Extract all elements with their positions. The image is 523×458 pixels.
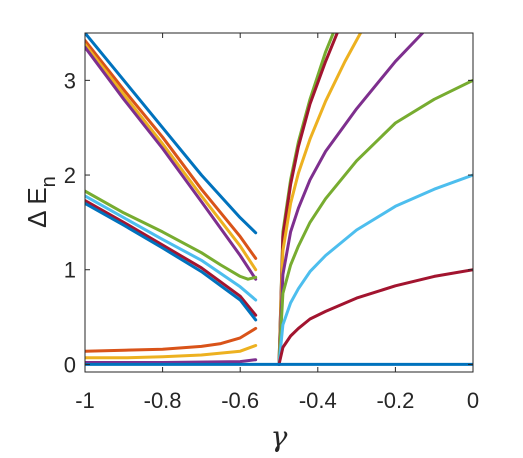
x-tick-label: -0.4 (299, 388, 337, 413)
series-line-16 (277, 78, 473, 366)
series-line-3 (85, 42, 258, 272)
x-axis-label: γ (271, 420, 288, 453)
series-layer (85, 33, 473, 366)
series-line-9 (85, 326, 258, 353)
series-line-5 (85, 189, 258, 281)
series-line-18 (277, 268, 473, 366)
y-axis-label-main: Δ E (22, 187, 52, 228)
series-line-14 (277, 33, 362, 366)
plot-frame (84, 32, 474, 373)
svg-text:Δ En: Δ En (22, 176, 60, 228)
tick-layer: -1 -0.8 -0.6 -0.4 -0.2 0 0 1 2 3 (64, 33, 479, 413)
x-tick-label: -0.8 (144, 388, 182, 413)
x-tick-label: -0.2 (376, 388, 414, 413)
y-tick-label: 2 (64, 163, 76, 188)
x-tick-label: -1 (75, 388, 95, 413)
series-line-11 (85, 358, 258, 364)
y-tick-label: 3 (64, 68, 76, 93)
x-tick-label: 0 (467, 388, 479, 413)
y-tick-label: 0 (64, 352, 76, 377)
y-axis-label: Δ En (22, 176, 60, 228)
series-line-6 (85, 194, 258, 302)
series-line-1 (85, 33, 258, 235)
series-line-4 (85, 45, 258, 281)
y-axis-label-subscript: n (38, 176, 60, 187)
series-line-7 (85, 199, 258, 317)
x-tick-label: -0.6 (221, 388, 259, 413)
y-tick-label: 1 (64, 258, 76, 283)
series-line-15 (277, 33, 425, 366)
series-line-17 (277, 173, 473, 366)
series-line-13 (277, 33, 339, 366)
series-line-2 (85, 39, 258, 260)
series-line-10 (85, 344, 258, 360)
series-line-8 (85, 201, 258, 322)
